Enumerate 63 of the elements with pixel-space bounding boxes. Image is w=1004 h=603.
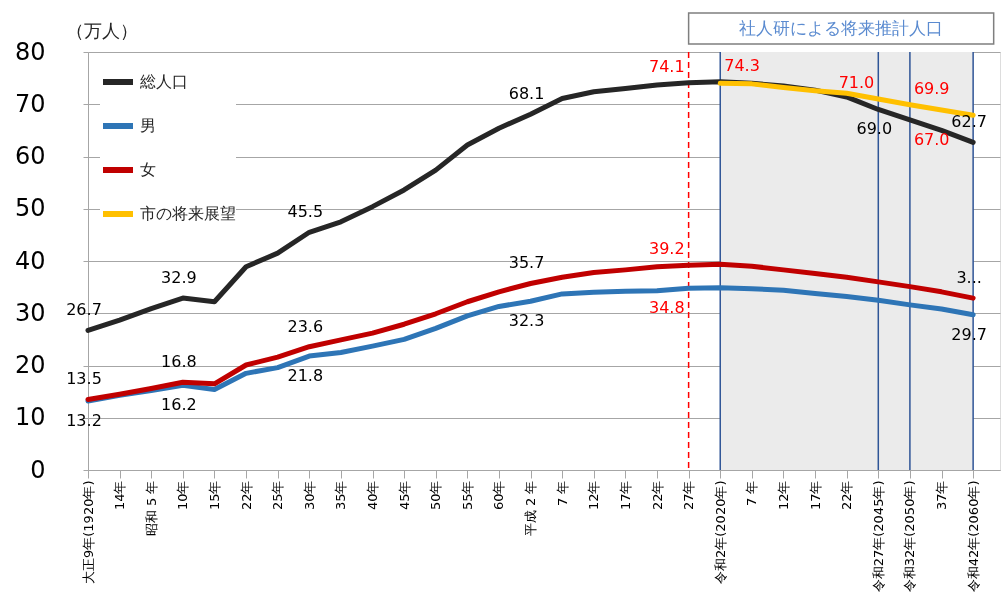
y-tick-label: 80 bbox=[14, 37, 46, 66]
data-label: 13.2 bbox=[66, 411, 102, 431]
x-tick-label: 12年 bbox=[775, 480, 791, 511]
data-label: 16.8 bbox=[161, 352, 197, 372]
data-label: 26.7 bbox=[66, 300, 102, 320]
y-tick-label: 0 bbox=[30, 455, 46, 484]
x-tick-label: 22年 bbox=[839, 480, 855, 511]
data-label: 68.1 bbox=[508, 84, 545, 104]
y-axis-title: （万人） bbox=[66, 20, 138, 41]
x-tick-label: 22年 bbox=[238, 480, 254, 511]
annotation: 74.3 bbox=[724, 55, 760, 75]
y-tick-label: 10 bbox=[14, 403, 46, 432]
x-tick-label: 12年 bbox=[586, 480, 602, 511]
data-label: 23.6 bbox=[287, 316, 324, 336]
x-tick-label: 27年 bbox=[681, 480, 697, 511]
annotation: 39.2 bbox=[649, 239, 685, 259]
data-label: 16.2 bbox=[161, 395, 197, 415]
y-tick-label: 30 bbox=[14, 298, 46, 327]
x-tick-label: 令和42年(2060年) bbox=[965, 480, 981, 593]
legend-label: 市の将来展望 bbox=[140, 204, 236, 223]
x-tick-label: 令和32年(2050年) bbox=[902, 480, 918, 593]
annotation: 34.8 bbox=[649, 298, 685, 318]
x-tick-label: 10年 bbox=[175, 480, 191, 511]
x-tick-label: 55年 bbox=[459, 480, 475, 511]
x-tick-label: 平成 2 年 bbox=[523, 480, 539, 537]
x-tick-label: 15年 bbox=[206, 480, 222, 511]
data-label: 45.5 bbox=[287, 202, 324, 222]
y-tick-label: 20 bbox=[14, 351, 46, 379]
annotation: 74.1 bbox=[649, 56, 685, 76]
data-label: 35.7 bbox=[508, 253, 545, 273]
y-tick-label: 40 bbox=[14, 246, 46, 275]
data-label: 32.3 bbox=[508, 311, 545, 331]
y-tick-label: 50 bbox=[14, 194, 46, 223]
x-tick-label: 37年 bbox=[934, 480, 950, 511]
legend-label: 男 bbox=[140, 116, 156, 135]
x-tick-label: 17年 bbox=[807, 480, 823, 511]
y-tick-label: 70 bbox=[14, 89, 46, 118]
x-tick-label: 7 年 bbox=[744, 480, 760, 506]
annotation: 69.9 bbox=[913, 78, 950, 98]
x-tick-label: 昭和 5 年 bbox=[143, 480, 159, 537]
data-label: 21.8 bbox=[287, 366, 324, 386]
band-label: 社人研による将来推計人口 bbox=[739, 18, 944, 38]
x-tick-label: 14年 bbox=[112, 480, 128, 511]
x-tick-label: 7 年 bbox=[554, 480, 570, 506]
legend-label: 総人口 bbox=[139, 72, 188, 91]
x-tick-label: 22年 bbox=[649, 480, 665, 511]
x-tick-label: 40年 bbox=[365, 480, 381, 511]
x-tick-label: 令和2年(2020年) bbox=[712, 480, 728, 584]
x-tick-label: 60年 bbox=[491, 480, 507, 511]
x-tick-label: 25年 bbox=[270, 480, 286, 511]
y-tick-label: 60 bbox=[14, 142, 46, 170]
x-tick-label: 大正9年(1920年) bbox=[80, 480, 96, 584]
x-tick-label: 35年 bbox=[333, 480, 349, 511]
data-label: 13.5 bbox=[66, 369, 102, 389]
annotation: 71.0 bbox=[838, 73, 875, 93]
x-tick-label: 令和27年(2045年) bbox=[870, 480, 886, 593]
legend-label: 女 bbox=[140, 160, 156, 179]
x-tick-label: 17年 bbox=[617, 480, 633, 511]
annotation: 67.0 bbox=[913, 129, 950, 149]
x-tick-label: 50年 bbox=[428, 480, 444, 511]
x-tick-label: 45年 bbox=[396, 480, 412, 511]
data-label: 32.9 bbox=[161, 268, 197, 288]
x-tick-label: 30年 bbox=[301, 480, 317, 511]
